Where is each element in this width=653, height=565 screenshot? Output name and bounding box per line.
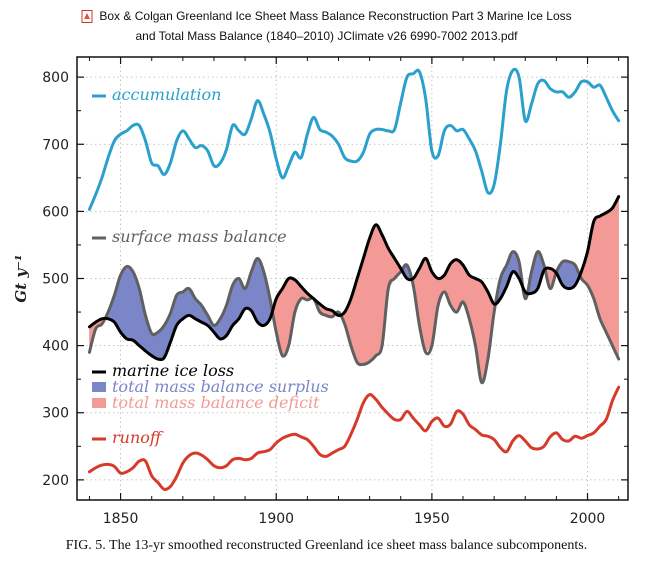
legend-label-accumulation: accumulation <box>112 85 221 104</box>
deficit-fill-segment <box>375 223 383 357</box>
y-tick-label: 400 <box>42 339 69 355</box>
y-tick-label: 200 <box>42 473 69 489</box>
y-tick-label: 500 <box>42 272 69 288</box>
chart-svg: 1850 1900 1950 2000 200 300 400 500 600 700 800 Gt… <box>12 56 629 527</box>
legend-swatch-surplus <box>92 382 106 392</box>
marine-ice-loss-line <box>87 195 621 362</box>
accumulation-line <box>87 67 621 211</box>
surplus-fill-segment <box>120 265 128 340</box>
x-tick-label: 1950 <box>414 511 450 527</box>
surplus-fill-segment <box>126 265 134 341</box>
runoff-line <box>87 385 621 491</box>
legend-swatch-deficit <box>92 398 106 408</box>
y-tick-label: 600 <box>42 204 69 220</box>
legend-label-runoff: runoff <box>112 428 164 447</box>
pdf-file-icon <box>81 9 93 23</box>
document-title-line1: Box & Colgan Greenland Ice Sheet Mass Ba… <box>99 9 572 23</box>
deficit-fill-segment <box>612 196 619 360</box>
mass-balance-fills <box>89 196 619 383</box>
legend: accumulation surface mass balance marine i… <box>92 85 329 447</box>
x-tick-label: 2000 <box>570 511 606 527</box>
legend-label-deficit: total mass balance deficit <box>112 393 320 412</box>
legend-label-marine: marine ice loss <box>112 361 234 380</box>
deficit-fill-segment <box>599 212 607 333</box>
y-tick-label: 800 <box>42 70 69 86</box>
document-title-line2: and Total Mass Balance (1840–2010) JClim… <box>135 29 518 43</box>
y-axis-label: Gt y⁻¹ <box>12 254 30 302</box>
y-tick-label: 700 <box>42 137 69 153</box>
x-tick-label: 1850 <box>103 511 139 527</box>
deficit-fill-segment <box>605 207 613 346</box>
x-tick-label: 1900 <box>258 511 294 527</box>
surface-mass-balance-line <box>87 250 621 385</box>
axis-ticks: 1850 1900 1950 2000 200 300 400 500 600 700 800 <box>42 57 628 527</box>
figure-caption: FIG. 5. The 13-yr smoothed reconstructed… <box>65 538 588 553</box>
document-title: Box & Colgan Greenland Ice Sheet Mass Ba… <box>0 6 653 46</box>
deficit-fill-segment <box>369 224 377 363</box>
legend-label-surplus: total mass balance surplus <box>112 377 329 396</box>
legend-label-smb: surface mass balance <box>112 227 287 246</box>
series-lines <box>87 67 621 491</box>
y-tick-label: 300 <box>42 406 69 422</box>
